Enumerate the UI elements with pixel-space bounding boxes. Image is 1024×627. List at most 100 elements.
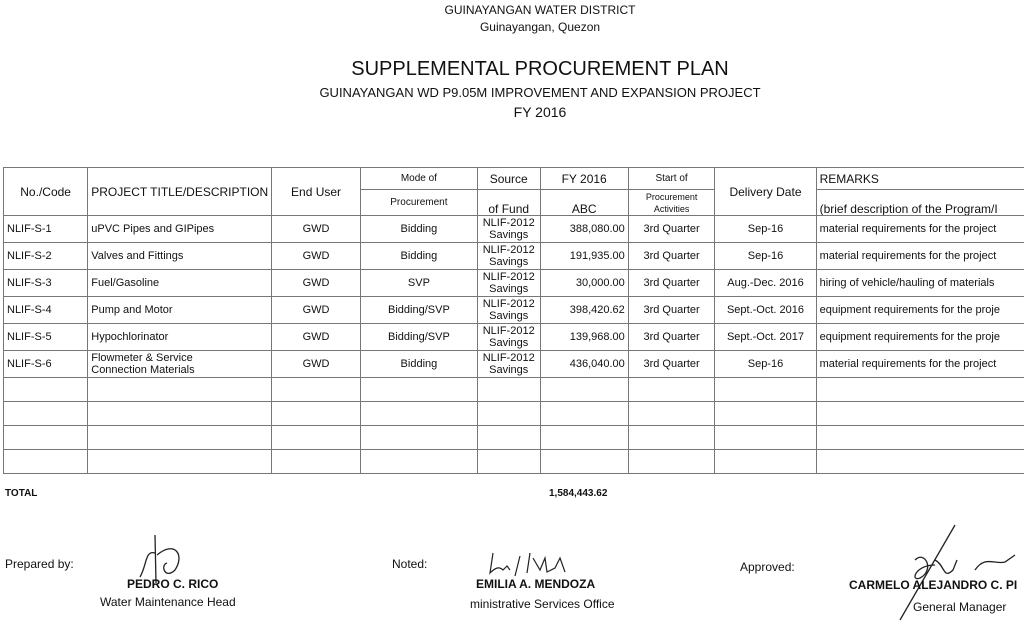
table-row: NLIF-S-5 Hypochlorinator GWD Bidding/SVP NLI…	[2, 323, 1024, 351]
approved-title: General Manager	[913, 600, 1007, 614]
cell-end-user-text: GWD	[302, 223, 330, 235]
header-remarks-2: (brief description of the Program/I	[815, 189, 1024, 216]
cell-code: NLIF-S-3	[2, 269, 89, 297]
cell-delivery: Sep-16	[714, 242, 817, 270]
cell-end-user: GWD	[271, 242, 361, 270]
noted-label: Noted:	[392, 557, 428, 571]
cell-mode-text: Bidding	[400, 250, 438, 262]
cell-code: NLIF-S-6	[2, 350, 89, 378]
table-row: NLIF-S-4 Pump and Motor GWD Bidding/SVP NLIF…	[2, 296, 1024, 324]
cell-title-text: Fuel/Gasoline	[91, 277, 160, 289]
cell-source-line1: NLIF-2012	[482, 352, 535, 364]
cell-start: 3rd Quarter	[627, 323, 716, 351]
cell-source-line2: Savings	[489, 364, 529, 376]
header-source-2: of Fund	[476, 189, 541, 216]
cell-start: 3rd Quarter	[627, 296, 716, 324]
cell-mode: Bidding	[359, 350, 478, 378]
cell-delivery-text: Sep-16	[747, 358, 784, 370]
cell-title-line2: Connection Materials	[91, 364, 195, 376]
document-subtitle: GUINAYANGAN WD P9.05M IMPROVEMENT AND EX…	[319, 85, 761, 100]
cell-mode-text: Bidding	[400, 358, 438, 370]
cell-title: Pump and Motor	[87, 296, 273, 324]
prepared-title: Water Maintenance Head	[100, 595, 236, 609]
cell-code-text: NLIF-S-2	[7, 250, 52, 262]
cell-abc: 436,040.00	[539, 350, 629, 378]
cell-abc-text: 436,040.00	[569, 358, 625, 370]
cell-mode: Bidding/SVP	[359, 296, 478, 324]
approved-label: Approved:	[740, 560, 795, 574]
noted-name: EMILIA A. MENDOZA	[476, 577, 596, 591]
table-row: NLIF-S-2 Valves and Fittings GWD Bidding NLI…	[2, 242, 1024, 270]
cell-delivery-text: Aug.-Dec. 2016	[727, 277, 804, 289]
cell-delivery: Aug.-Dec. 2016	[714, 269, 817, 297]
cell-code-text: NLIF-S-4	[7, 304, 52, 316]
cell-delivery: Sep-16	[714, 215, 817, 243]
cell-remarks: material requirements for the project	[815, 215, 1024, 243]
signature-pedro-rico	[139, 535, 180, 584]
empty-row	[2, 449, 1024, 474]
cell-start-text: 3rd Quarter	[643, 331, 700, 343]
header-end-user: End User	[271, 167, 361, 216]
cell-start-text: 3rd Quarter	[643, 304, 700, 316]
cell-abc-text: 398,420.62	[569, 304, 625, 316]
cell-title-text: Valves and Fittings	[91, 250, 184, 262]
cell-title: Fuel/Gasoline	[87, 269, 273, 297]
cell-mode: Bidding/SVP	[359, 323, 478, 351]
signature-emilia-mendoza	[489, 552, 566, 577]
cell-source: NLIF-2012 Savings	[476, 323, 541, 351]
cell-source: NLIF-2012 Savings	[476, 215, 541, 243]
cell-delivery: Sep-16	[714, 350, 817, 378]
cell-title-text: uPVC Pipes and GIPipes	[91, 223, 215, 235]
cell-source-line1: NLIF-2012	[482, 298, 535, 310]
cell-delivery-text: Sept.-Oct. 2017	[726, 331, 804, 343]
cell-abc: 388,080.00	[539, 215, 629, 243]
cell-start-text: 3rd Quarter	[643, 358, 700, 370]
header-start-1: Start of	[627, 167, 716, 190]
cell-source-line1: NLIF-2012	[482, 325, 535, 337]
cell-abc-text: 30,000.00	[575, 277, 625, 289]
cell-delivery-text: Sep-16	[747, 250, 784, 262]
cell-remarks: hiring of vehicle/hauling of materials	[815, 269, 1024, 297]
header-start-2: Procurement Activities	[627, 189, 716, 216]
cell-delivery-text: Sept.-Oct. 2016	[726, 304, 804, 316]
cell-end-user-text: GWD	[302, 277, 330, 289]
cell-title: Hypochlorinator	[87, 323, 273, 351]
cell-source-line2: Savings	[489, 310, 529, 322]
header-start-3-line: Activities	[653, 203, 690, 214]
cell-remarks-text: hiring of vehicle/hauling of materials	[819, 277, 995, 289]
cell-code-text: NLIF-S-5	[7, 331, 52, 343]
cell-delivery: Sept.-Oct. 2017	[714, 323, 817, 351]
cell-title-text: Pump and Motor	[91, 304, 173, 316]
cell-source-line2: Savings	[489, 229, 529, 241]
cell-title-text: Flowmeter & Service	[91, 352, 193, 364]
cell-remarks-text: equipment requirements for the proje	[819, 304, 1000, 316]
cell-mode-text: Bidding/SVP	[388, 304, 450, 316]
cell-source-line2: Savings	[489, 337, 529, 349]
cell-start-text: 3rd Quarter	[643, 223, 700, 235]
cell-start-text: 3rd Quarter	[643, 250, 700, 262]
cell-abc: 398,420.62	[539, 296, 629, 324]
empty-row	[2, 377, 1024, 402]
total-value: 1,584,443.62	[549, 488, 608, 499]
cell-end-user-text: GWD	[302, 331, 330, 343]
cell-mode-text: SVP	[407, 277, 430, 289]
header-source-1: Source	[476, 167, 541, 190]
cell-start: 3rd Quarter	[627, 242, 716, 270]
cell-delivery: Sept.-Oct. 2016	[714, 296, 817, 324]
header-remarks-1: REMARKS	[815, 167, 1024, 190]
cell-remarks: material requirements for the project	[815, 350, 1024, 378]
cell-title: Valves and Fittings	[87, 242, 273, 270]
header-title: PROJECT TITLE/DESCRIPTION	[87, 167, 273, 216]
empty-row	[2, 401, 1024, 426]
cell-remarks: equipment requirements for the proje	[815, 323, 1024, 351]
header-start-2-line: Procurement	[645, 191, 698, 202]
cell-start-text: 3rd Quarter	[643, 277, 700, 289]
cell-mode-text: Bidding/SVP	[388, 331, 450, 343]
cell-code: NLIF-S-4	[2, 296, 89, 324]
noted-title: ministrative Services Office	[470, 597, 615, 611]
document-title: SUPPLEMENTAL PROCUREMENT PLAN	[351, 58, 729, 80]
cell-code: NLIF-S-5	[2, 323, 89, 351]
cell-end-user-text: GWD	[302, 304, 330, 316]
cell-code: NLIF-S-1	[2, 215, 89, 243]
approved-name: CARMELO ALEJANDRO C. PI	[849, 578, 1018, 592]
